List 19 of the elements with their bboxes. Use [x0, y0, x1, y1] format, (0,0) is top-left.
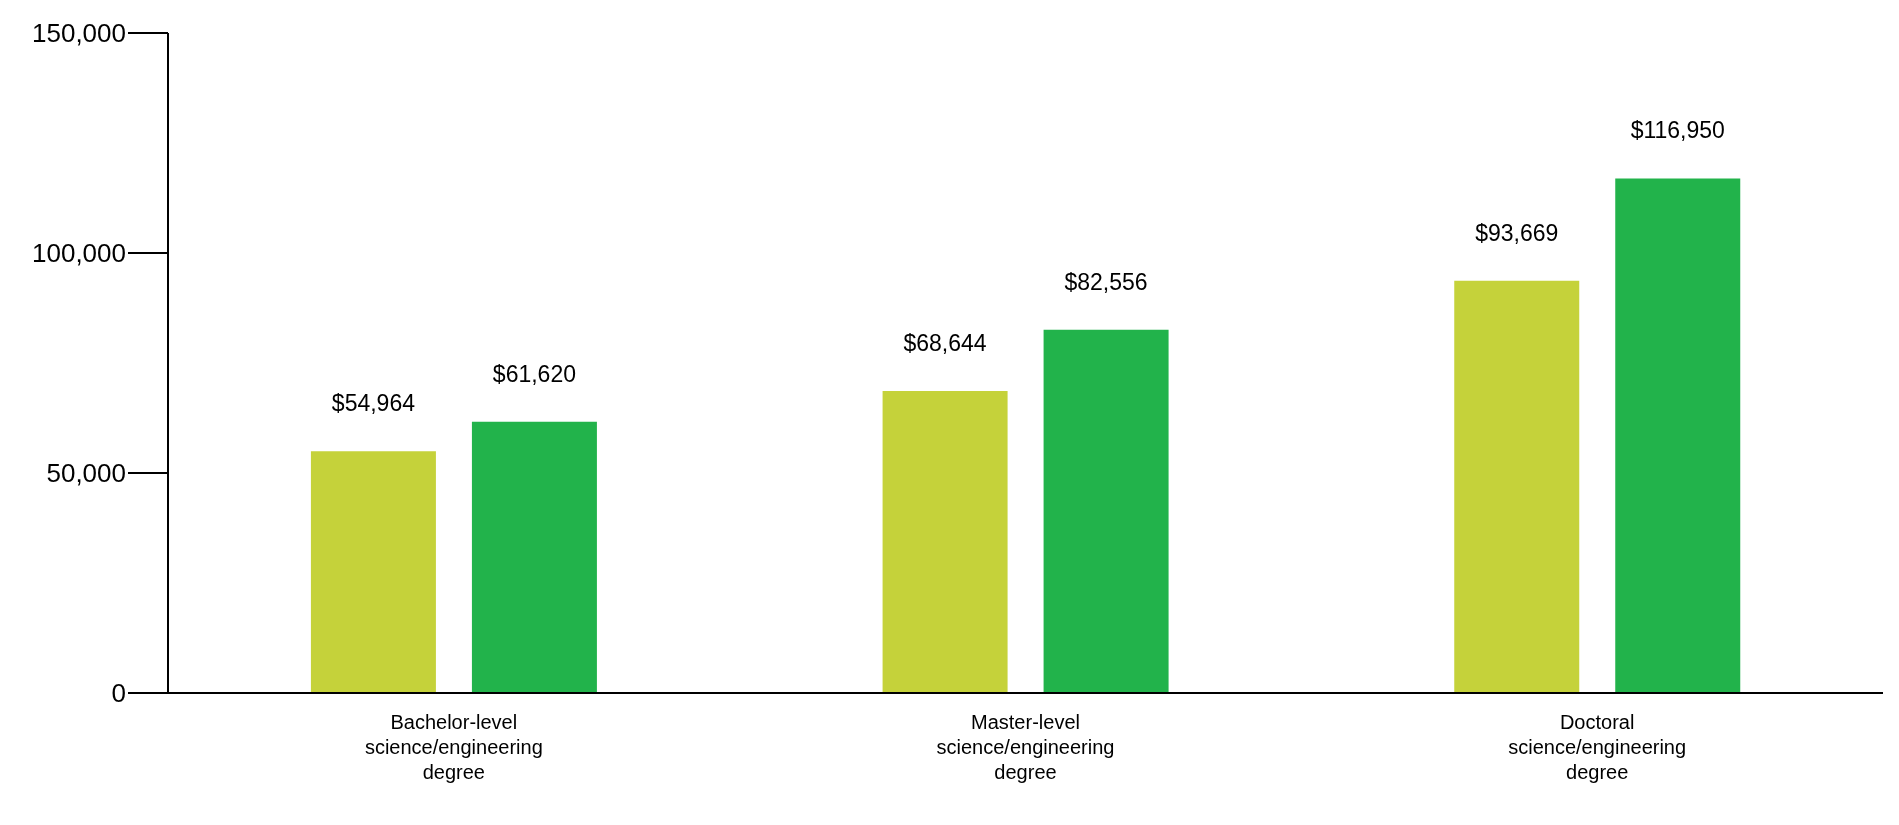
x-tick-label: Master-level science/engineering degree: [936, 711, 1115, 783]
bar: [882, 390, 1008, 693]
bar: [1454, 280, 1580, 693]
x-tick-label: Bachelor-level science/engineering degree: [364, 711, 543, 783]
bar: [1615, 178, 1741, 693]
data-label: $54,964: [331, 390, 416, 417]
y-tick-label: 150,000: [32, 18, 126, 49]
y-tick-label: 0: [111, 678, 126, 709]
data-label: $82,556: [1064, 268, 1148, 295]
bar: [1043, 329, 1169, 693]
data-label: $61,620: [492, 360, 576, 387]
data-label: $68,644: [903, 329, 987, 356]
bar: [310, 451, 436, 693]
x-tick-label: Doctoral science/engineering degree: [1508, 711, 1687, 783]
y-tick-label: 50,000: [46, 458, 126, 489]
bar: [471, 421, 597, 693]
y-tick-label: 100,000: [32, 238, 126, 269]
data-label: $116,950: [1630, 117, 1725, 144]
data-label: $93,669: [1475, 219, 1559, 246]
